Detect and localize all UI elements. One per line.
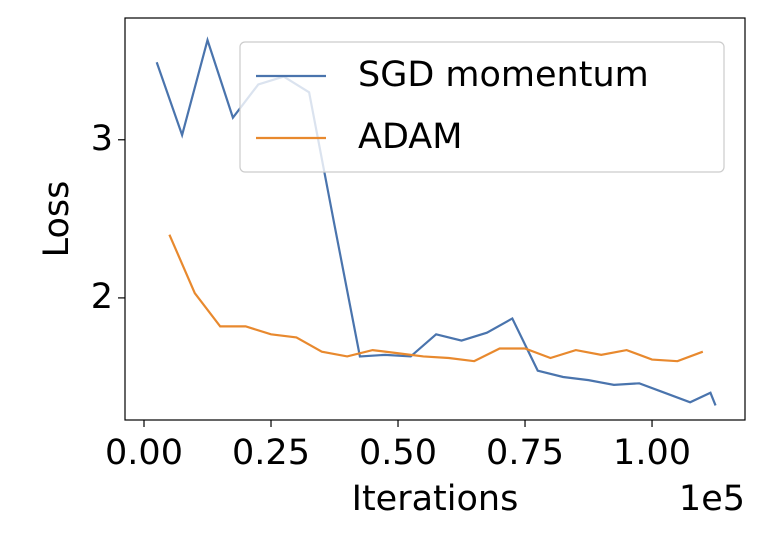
y-tick-label: 2 [91, 277, 113, 317]
plot-frame [124, 17, 746, 421]
x-tick-label: 1.00 [613, 433, 691, 473]
x-tick-label: 0.00 [105, 433, 183, 473]
line-series [168, 234, 704, 363]
x-tick-label: 0.75 [486, 433, 564, 473]
y-tick-label: 3 [91, 119, 113, 159]
legend-label: ADAM [358, 117, 462, 157]
x-tick-label: 0.25 [232, 433, 310, 473]
legend-box [239, 41, 725, 173]
x-axis-label: Iterations [352, 479, 519, 519]
x-tick-label: 0.50 [359, 433, 437, 473]
x-offset-label: 1e5 [679, 479, 745, 519]
y-axis-label: Loss [37, 181, 77, 258]
legend-label: SGD momentum [358, 55, 649, 95]
